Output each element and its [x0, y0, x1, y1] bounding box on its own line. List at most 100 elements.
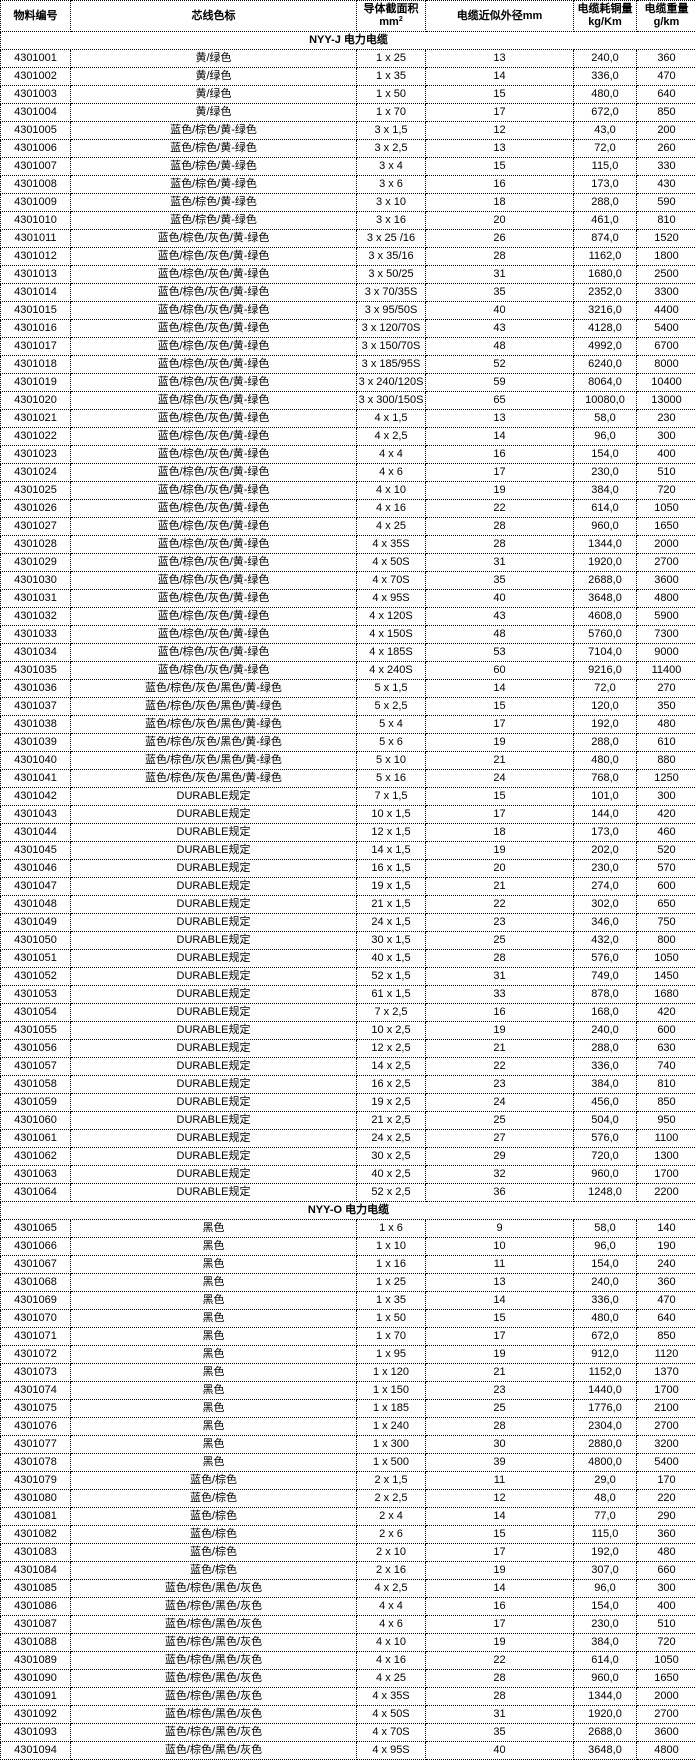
cell-color: 蓝色/棕色/灰色/黄-绿色	[71, 554, 357, 572]
cell-diameter: 28	[426, 518, 574, 536]
cell-diameter: 43	[426, 608, 574, 626]
cell-area: 3 x 10	[357, 194, 426, 212]
cell-copper: 480,0	[574, 86, 637, 104]
cell-id: 4301039	[1, 734, 71, 752]
cell-copper: 480,0	[574, 752, 637, 770]
header-area: 导体截面积 mm2	[357, 1, 426, 32]
header-area-unit: mm	[379, 16, 399, 28]
cell-area: 1 x 35	[357, 68, 426, 86]
cell-weight: 10400	[637, 374, 696, 392]
cell-weight: 1800	[637, 248, 696, 266]
cell-area: 4 x 10	[357, 482, 426, 500]
cell-copper: 240,0	[574, 1274, 637, 1292]
cell-weight: 600	[637, 878, 696, 896]
cell-id: 4301029	[1, 554, 71, 572]
cell-id: 4301035	[1, 662, 71, 680]
cell-area: 10 x 2,5	[357, 1022, 426, 1040]
cell-copper: 192,0	[574, 1544, 637, 1562]
cell-area: 3 x 1,5	[357, 122, 426, 140]
cell-copper: 384,0	[574, 482, 637, 500]
cell-id: 4301038	[1, 716, 71, 734]
cell-diameter: 28	[426, 248, 574, 266]
cell-color: 黑色	[71, 1238, 357, 1256]
cell-copper: 77,0	[574, 1508, 637, 1526]
cell-diameter: 28	[426, 536, 574, 554]
cell-copper: 749,0	[574, 968, 637, 986]
cell-color: 蓝色/棕色/灰色/黄-绿色	[71, 320, 357, 338]
cell-weight: 140	[637, 1220, 696, 1238]
cell-diameter: 15	[426, 86, 574, 104]
cell-diameter: 25	[426, 1112, 574, 1130]
cell-weight: 1300	[637, 1148, 696, 1166]
cell-weight: 510	[637, 1616, 696, 1634]
cell-area: 19 x 2,5	[357, 1094, 426, 1112]
cell-id: 4301016	[1, 320, 71, 338]
cell-area: 4 x 35S	[357, 536, 426, 554]
cell-area: 52 x 1,5	[357, 968, 426, 986]
cell-copper: 768,0	[574, 770, 637, 788]
cell-diameter: 43	[426, 320, 574, 338]
cell-copper: 461,0	[574, 212, 637, 230]
header-copper-label: 电缆耗铜量	[578, 3, 633, 15]
cell-copper: 115,0	[574, 1526, 637, 1544]
cell-diameter: 39	[426, 1454, 574, 1472]
cell-weight: 270	[637, 680, 696, 698]
cell-area: 5 x 6	[357, 734, 426, 752]
cell-area: 3 x 150/70S	[357, 338, 426, 356]
cell-id: 4301063	[1, 1166, 71, 1184]
cell-id: 4301077	[1, 1436, 71, 1454]
cell-diameter: 21	[426, 1040, 574, 1058]
cell-area: 1 x 150	[357, 1382, 426, 1400]
cell-diameter: 25	[426, 932, 574, 950]
cell-copper: 672,0	[574, 1328, 637, 1346]
cell-copper: 48,0	[574, 1490, 637, 1508]
cell-copper: 154,0	[574, 1256, 637, 1274]
cell-copper: 1680,0	[574, 266, 637, 284]
cell-copper: 7104,0	[574, 644, 637, 662]
cell-color: 蓝色/棕色/黑色/灰色	[71, 1706, 357, 1724]
cell-weight: 460	[637, 824, 696, 842]
cell-diameter: 15	[426, 158, 574, 176]
cell-area: 2 x 16	[357, 1562, 426, 1580]
cell-color: 蓝色/棕色/黑色/灰色	[71, 1742, 357, 1760]
cell-weight: 11400	[637, 662, 696, 680]
cell-copper: 1248,0	[574, 1184, 637, 1202]
cell-area: 7 x 2,5	[357, 1004, 426, 1022]
cell-color: DURABLE规定	[71, 878, 357, 896]
cell-diameter: 65	[426, 392, 574, 410]
cell-weight: 3600	[637, 1724, 696, 1742]
cell-color: 蓝色/棕色/灰色/黄-绿色	[71, 572, 357, 590]
cell-copper: 173,0	[574, 824, 637, 842]
cell-weight: 360	[637, 1526, 696, 1544]
cell-weight: 640	[637, 86, 696, 104]
cell-area: 1 x 25	[357, 50, 426, 68]
cell-weight: 950	[637, 1112, 696, 1130]
cell-color: 蓝色/棕色/灰色/黄-绿色	[71, 518, 357, 536]
cell-id: 4301007	[1, 158, 71, 176]
cell-weight: 2500	[637, 266, 696, 284]
cell-id: 4301079	[1, 1472, 71, 1490]
cell-area: 1 x 120	[357, 1364, 426, 1382]
cell-id: 4301092	[1, 1706, 71, 1724]
cell-copper: 480,0	[574, 1310, 637, 1328]
cell-copper: 1152,0	[574, 1364, 637, 1382]
cell-weight: 240	[637, 1256, 696, 1274]
cell-diameter: 31	[426, 554, 574, 572]
cell-weight: 850	[637, 1094, 696, 1112]
cell-diameter: 17	[426, 806, 574, 824]
cell-id: 4301022	[1, 428, 71, 446]
cell-id: 4301033	[1, 626, 71, 644]
cell-weight: 400	[637, 1598, 696, 1616]
cell-copper: 1440,0	[574, 1382, 637, 1400]
